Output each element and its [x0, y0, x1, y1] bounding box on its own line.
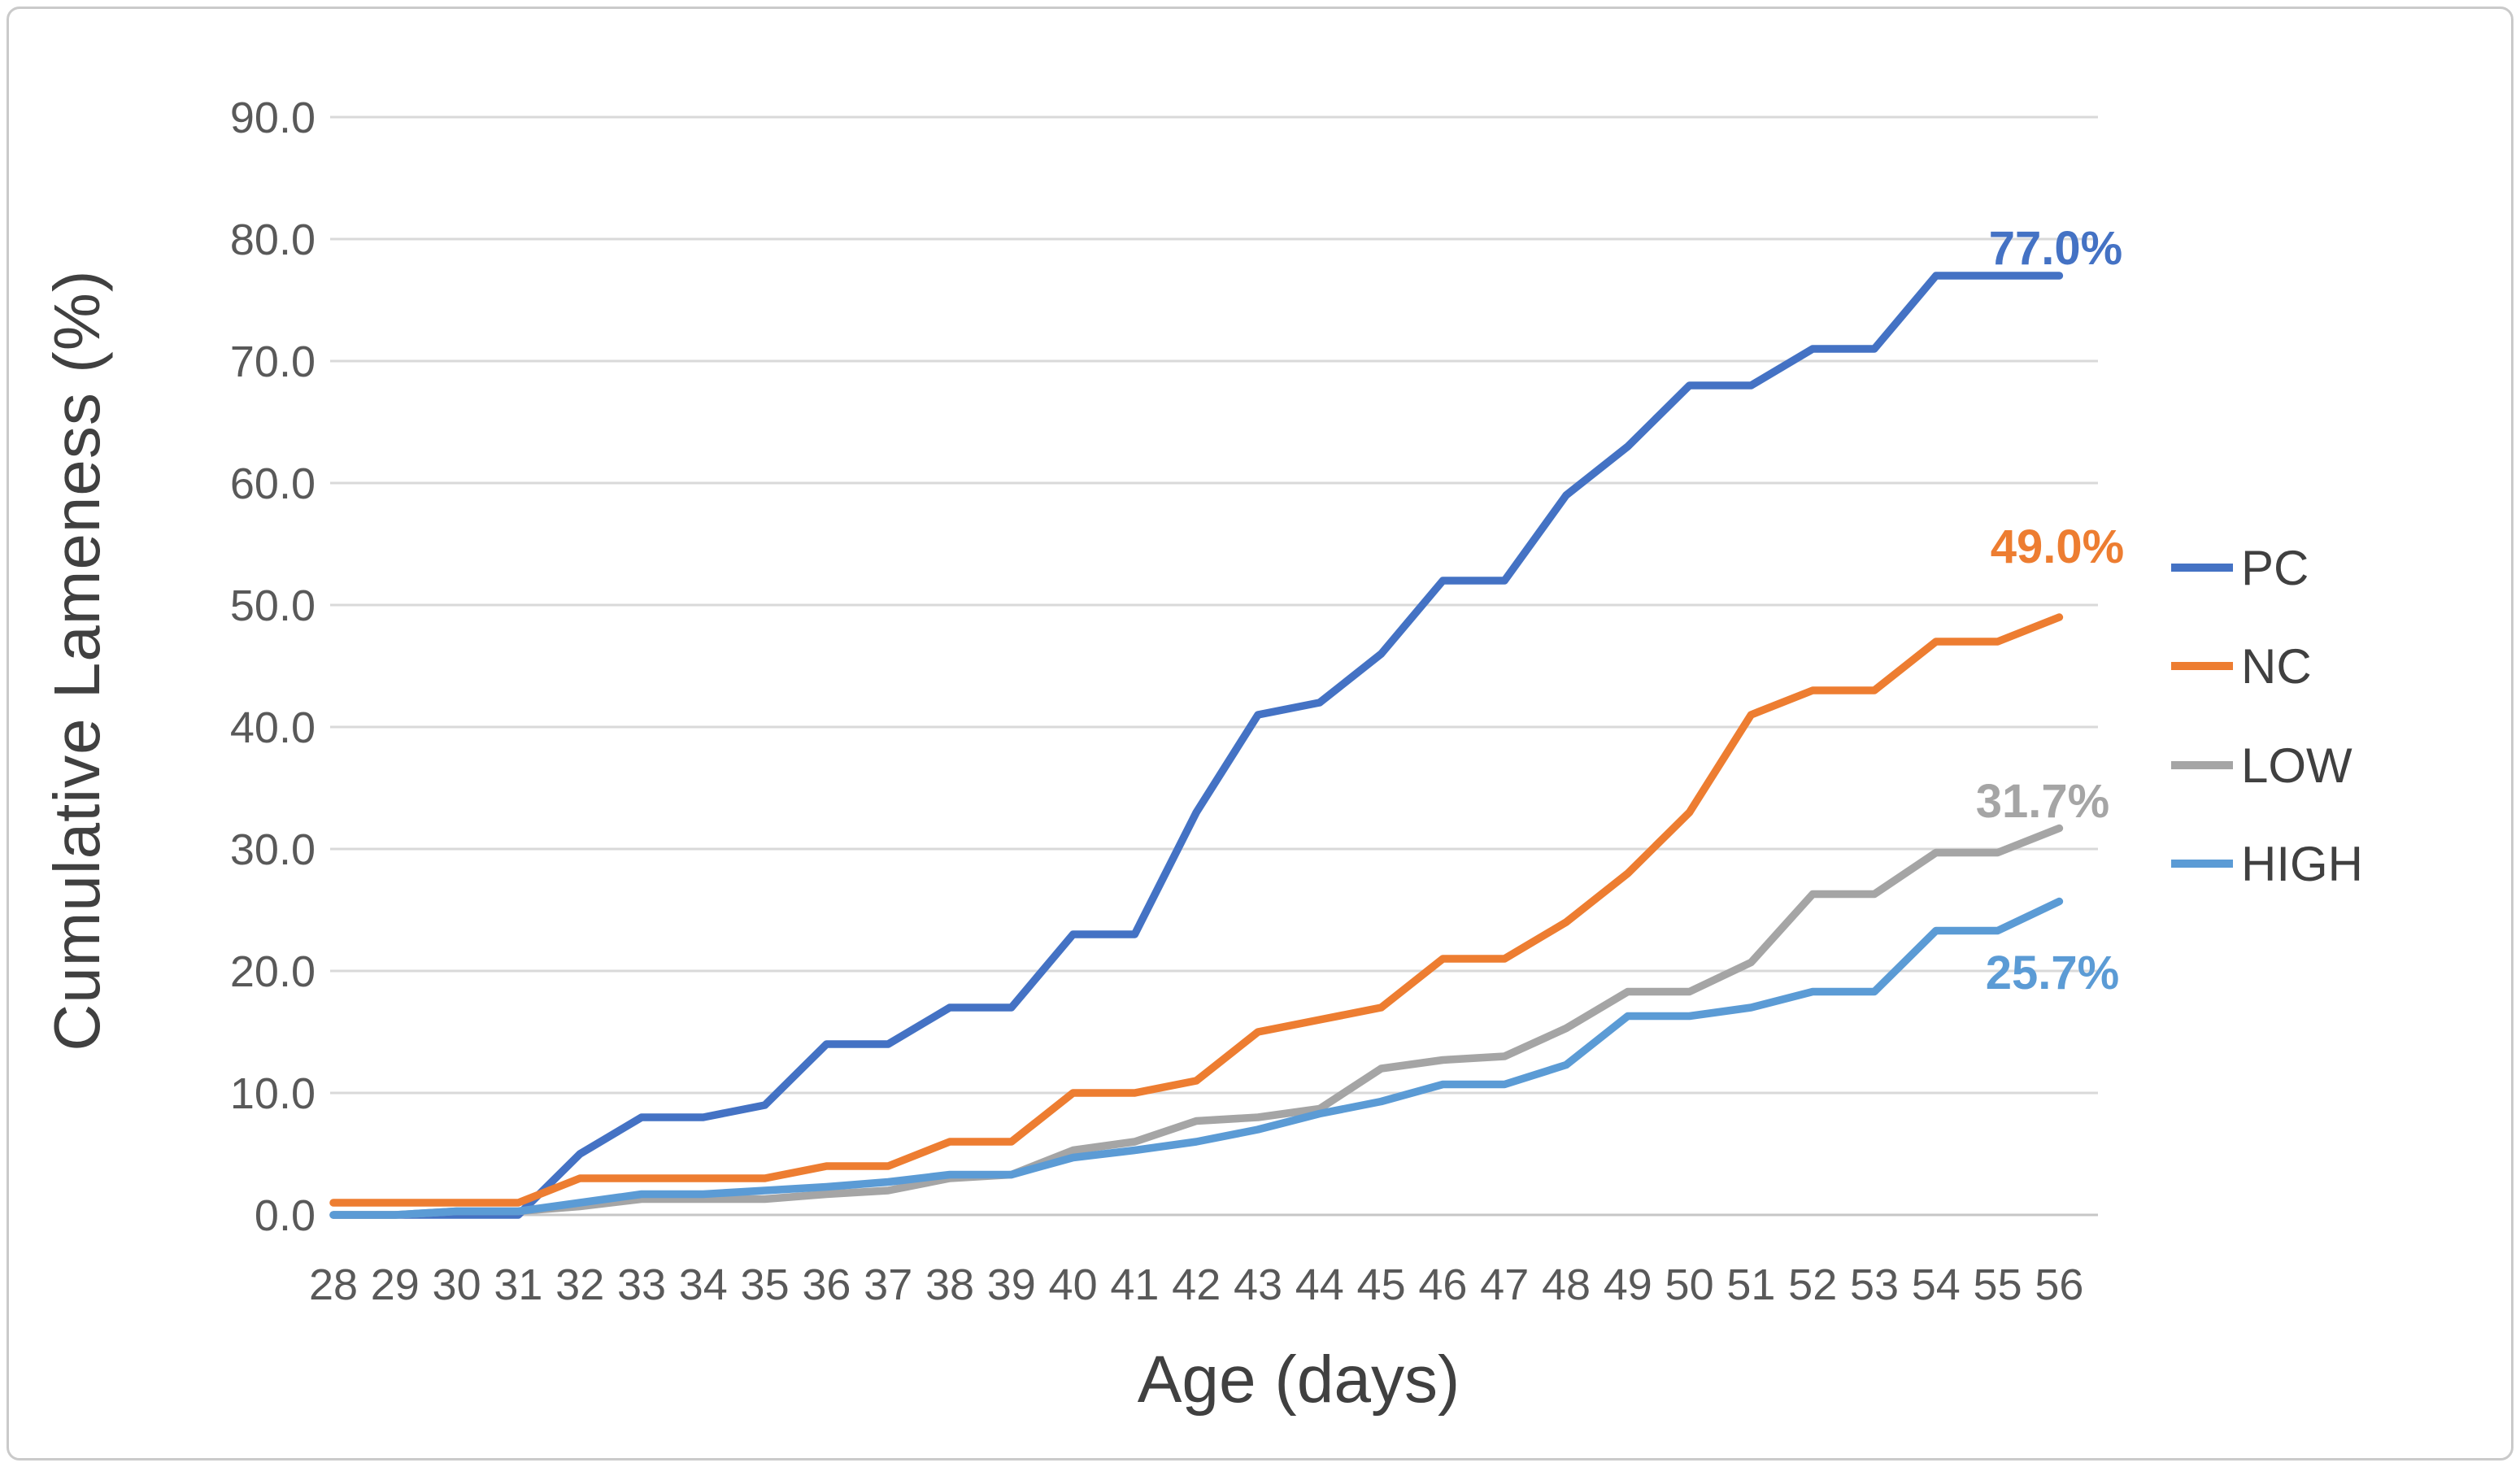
legend-label-nc: NC [2241, 639, 2312, 694]
y-tick-label: 30.0 [230, 825, 316, 874]
x-tick-label: 33 [617, 1260, 666, 1309]
x-tick-label: 43 [1234, 1260, 1282, 1309]
x-tick-label: 48 [1542, 1260, 1591, 1309]
y-tick-label: 90.0 [230, 94, 316, 142]
series-group [329, 272, 2064, 1219]
x-tick-label: 29 [371, 1260, 420, 1309]
x-tick-label: 36 [802, 1260, 851, 1309]
x-tick-label: 47 [1480, 1260, 1529, 1309]
end-labels-group: 77.0% 49.0% 31.7% 25.7% [1976, 222, 2124, 999]
legend-label-low: LOW [2241, 738, 2352, 793]
x-tick-label: 50 [1665, 1260, 1714, 1309]
x-tick-label: 28 [309, 1260, 358, 1309]
end-label-pc: 77.0% [1989, 222, 2122, 275]
x-tick-label: 42 [1172, 1260, 1221, 1309]
gridlines-group [330, 115, 2098, 1217]
y-tick-label: 20.0 [230, 947, 316, 996]
x-tick-label: 31 [494, 1260, 542, 1309]
x-tick-label: 44 [1295, 1260, 1344, 1309]
y-tick-label: 70.0 [230, 337, 316, 386]
legend-item-high: HIGH [2171, 837, 2363, 891]
series-line-high [329, 897, 2064, 1219]
legend-label-high: HIGH [2241, 837, 2363, 891]
y-tick-label: 80.0 [230, 215, 316, 264]
x-tick-label: 51 [1726, 1260, 1775, 1309]
x-tick-label: 52 [1788, 1260, 1837, 1309]
x-tick-label: 38 [925, 1260, 974, 1309]
y-tick-label: 50.0 [230, 581, 316, 630]
legend-label-pc: PC [2241, 541, 2309, 595]
x-tick-label: 53 [1850, 1260, 1899, 1309]
legend: PC NC LOW HIGH [2171, 541, 2363, 891]
legend-item-pc: PC [2171, 541, 2309, 595]
end-label-nc: 49.0% [1991, 520, 2124, 573]
x-tick-label: 49 [1604, 1260, 1652, 1309]
series-line-low [329, 824, 2064, 1219]
x-tick-label: 34 [679, 1260, 728, 1309]
end-label-high: 25.7% [1986, 947, 2119, 999]
legend-item-low: LOW [2171, 738, 2352, 793]
axis-ticks-group: 0.0 10.0 20.0 30.0 40.0 50.0 60.0 70.0 80.0 90.0 2… [230, 94, 2084, 1309]
series-line-nc [329, 613, 2064, 1207]
y-tick-label: 0.0 [255, 1191, 316, 1240]
y-tick-label: 40.0 [230, 703, 316, 752]
x-tick-label: 45 [1357, 1260, 1406, 1309]
x-tick-label: 39 [987, 1260, 1036, 1309]
x-tick-label: 46 [1418, 1260, 1467, 1309]
x-axis-title: Age (days) [1137, 1343, 1460, 1417]
x-tick-label: 54 [1912, 1260, 1961, 1309]
x-tick-label: 56 [2035, 1260, 2083, 1309]
y-tick-label: 10.0 [230, 1069, 316, 1118]
series-line-pc [329, 272, 2064, 1219]
x-tick-label: 37 [864, 1260, 912, 1309]
end-label-low: 31.7% [1976, 775, 2109, 828]
x-tick-label: 30 [433, 1260, 481, 1309]
x-tick-label: 35 [741, 1260, 790, 1309]
y-axis-title: Cumulative Lameness (%) [41, 269, 113, 1051]
x-tick-label: 32 [555, 1260, 604, 1309]
x-tick-label: 55 [1974, 1260, 2022, 1309]
x-tick-label: 41 [1110, 1260, 1159, 1309]
x-tick-label: 40 [1049, 1260, 1098, 1309]
y-tick-label: 60.0 [230, 459, 316, 508]
legend-item-nc: NC [2171, 639, 2312, 694]
